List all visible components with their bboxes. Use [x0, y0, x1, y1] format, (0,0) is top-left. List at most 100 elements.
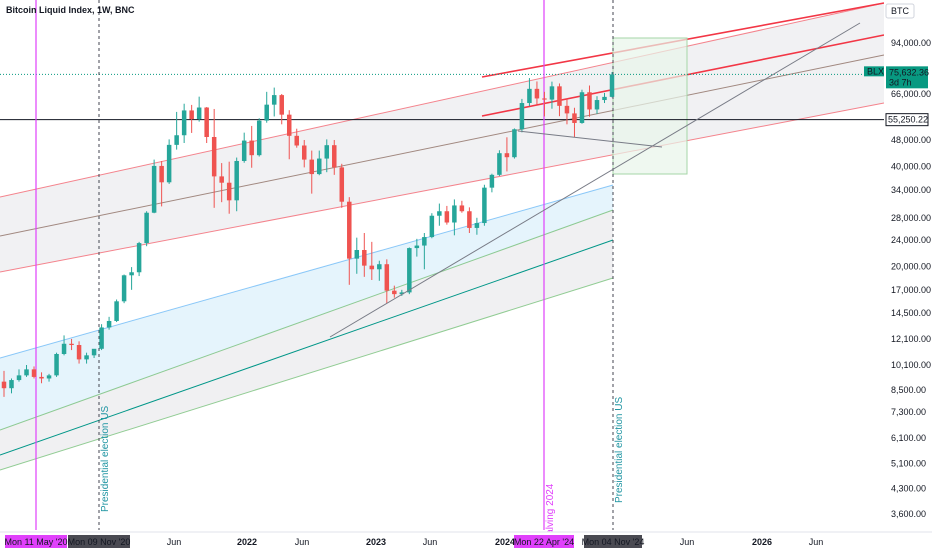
x-tick-label: Jun: [295, 537, 310, 547]
x-tick-label: 2023: [366, 537, 386, 547]
candle: [271, 87, 277, 117]
candle-body: [256, 120, 262, 156]
candle-body: [181, 110, 187, 136]
y-tick-label: 8,500.00: [891, 385, 926, 395]
candle-body: [572, 113, 577, 123]
candle-body: [121, 275, 127, 302]
candle-body: [69, 343, 74, 346]
upper-channel-bottom: [0, 102, 885, 273]
candle: [256, 118, 262, 157]
candle: [159, 160, 164, 207]
date-badge-box: [68, 535, 130, 548]
candle-body: [609, 74, 615, 97]
candle: [512, 128, 517, 159]
candle: [317, 150, 322, 176]
y-tick-label: 34,000.00: [891, 185, 931, 195]
x-axis: Jun 2022 Jun 2023 Jun 2024 Jun 2026 Jun Mon 11 Ma…: [0, 531, 932, 550]
candle: [459, 200, 465, 213]
candle-body: [429, 215, 435, 238]
date-badge-text: Mon 11 May '20: [4, 537, 67, 547]
candle-body: [437, 211, 442, 216]
y-tick-label: 28,000.00: [891, 213, 931, 223]
candle-body: [504, 153, 510, 158]
candle: [377, 260, 382, 281]
candle-body: [422, 237, 427, 246]
candle: [542, 91, 547, 117]
candle: [69, 338, 74, 351]
candle: [452, 199, 457, 236]
y-tick-label: 10,100.00: [891, 360, 931, 370]
candle-body: [31, 369, 37, 377]
y-tick-label: 66,000.00: [891, 89, 931, 99]
candle-body: [459, 205, 465, 212]
x-tick-label: 2026: [752, 537, 772, 547]
candle-body: [467, 211, 472, 228]
candle-body: [226, 182, 232, 201]
candle-body: [594, 100, 600, 110]
candle: [151, 159, 157, 214]
candle: [211, 108, 217, 208]
x-tick-label: Jun: [680, 537, 695, 547]
candle-body: [211, 136, 217, 177]
candle-body: [534, 88, 540, 99]
candle: [129, 267, 134, 290]
candle-body: [264, 104, 269, 121]
currency-button[interactable]: BTC: [885, 3, 915, 19]
candle: [527, 78, 532, 107]
candle-body: [384, 264, 390, 291]
candle-body: [317, 158, 322, 175]
candle: [504, 137, 510, 172]
candle-body: [234, 160, 239, 201]
candle: [482, 184, 487, 226]
candle-body: [519, 103, 525, 130]
candle-body: [557, 86, 562, 106]
candle: [166, 139, 172, 184]
candle: [422, 233, 427, 270]
candle: [594, 96, 600, 114]
candle-body: [54, 353, 59, 376]
y-tick-label: 12,100.00: [891, 334, 931, 344]
candle-body: [196, 107, 202, 120]
candle: [347, 197, 352, 285]
candle: [264, 91, 269, 123]
candle-body: [129, 272, 134, 276]
x-tick-label: Jun: [809, 537, 824, 547]
candle: [286, 110, 292, 160]
candle-body: [279, 95, 284, 115]
candle: [467, 207, 472, 234]
candle-body: [399, 292, 405, 295]
symbol-badge-box: [864, 66, 884, 77]
candle-body: [414, 245, 420, 249]
candle-body: [99, 327, 104, 349]
y-axis-bg: [884, 0, 932, 532]
candle: [84, 352, 89, 364]
candle: [76, 341, 82, 364]
vertical-markers: Presidential election US Halving 2024 Pres…: [35, 0, 625, 542]
candle-body: [91, 348, 97, 356]
candle-body: [452, 205, 457, 223]
candle-body: [474, 223, 480, 228]
symbol-badge-text: BLX: [867, 66, 884, 76]
y-tick-label: 40,000.00: [891, 161, 931, 171]
candle-body: [249, 140, 254, 156]
target-box: [612, 37, 688, 175]
candle: [301, 139, 307, 168]
currency-button-label: BTC: [891, 6, 910, 16]
candle: [609, 72, 615, 98]
x-tick-label: Jun: [167, 537, 182, 547]
candle-body: [324, 145, 330, 159]
candle-body: [602, 96, 607, 101]
date-badge-text: Mon 04 Nov '24: [582, 537, 645, 547]
x-tick-label: 2024: [495, 537, 515, 547]
candle: [354, 237, 360, 274]
candle: [429, 213, 435, 239]
date-badge: Mon 09 Nov '20: [68, 535, 130, 548]
candle-body: [527, 88, 532, 104]
ascending-trend-line: [329, 22, 861, 338]
lower-channel-mid-upper: [0, 209, 614, 431]
candle-body: [294, 135, 299, 146]
candle-body: [151, 165, 157, 213]
candle-body: [549, 86, 555, 100]
candle-body: [369, 265, 375, 270]
